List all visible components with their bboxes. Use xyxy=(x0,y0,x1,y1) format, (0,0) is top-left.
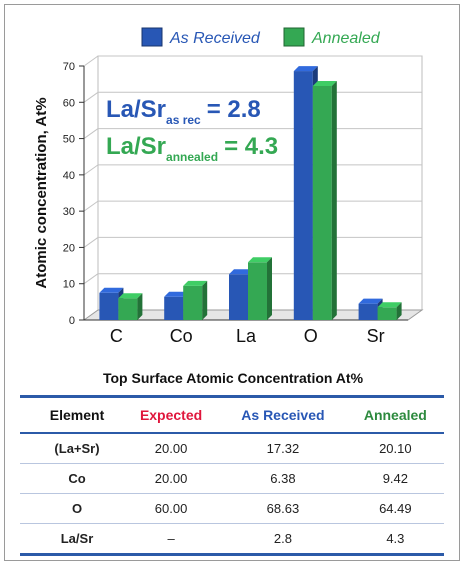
bar-annealed-o-side xyxy=(331,80,337,320)
header-element: Element xyxy=(49,407,105,423)
cell-expected: 20.00 xyxy=(154,441,188,456)
bar-as-received-c-top xyxy=(99,287,124,293)
cell-expected: 60.00 xyxy=(154,501,188,516)
bar-as-received-sr xyxy=(358,303,378,320)
bar-annealed-la-top xyxy=(248,257,272,263)
bar-annealed-co-side xyxy=(202,280,208,320)
y-axis-title: Atomic concentration, At% xyxy=(33,97,50,288)
cell-expected: 20.00 xyxy=(154,471,188,486)
y-tick-label: 20 xyxy=(63,242,75,254)
gridline-diagonal xyxy=(83,91,99,103)
cell-as-received: 17.32 xyxy=(266,441,300,456)
cell-annealed: 64.49 xyxy=(379,501,412,516)
header-annealed: Annealed xyxy=(363,407,427,423)
bar-as-received-o xyxy=(293,71,313,320)
x-tick-label: Sr xyxy=(367,326,385,346)
cell-element: Co xyxy=(68,471,86,486)
bar-annealed-c xyxy=(118,298,138,320)
header-expected: Expected xyxy=(139,407,203,423)
gridline-diagonal xyxy=(83,237,99,248)
x-tick-label: O xyxy=(304,326,318,346)
bar-annealed-la-side xyxy=(267,257,272,320)
gridline-diagonal xyxy=(83,273,99,285)
legend-label: As Received xyxy=(169,30,261,47)
y-tick-label: 30 xyxy=(63,206,75,218)
bar-annealed-o xyxy=(312,85,332,320)
y-tick-label: 50 xyxy=(63,134,75,146)
cell-annealed: 4.3 xyxy=(386,531,405,546)
bar-as-received-c xyxy=(99,292,119,320)
annotation-la-sr-ratio: La/Sras rec = 2.8 xyxy=(106,96,261,127)
gridline-diagonal xyxy=(83,200,99,212)
bar-as-received-o-top xyxy=(293,66,318,72)
x-tick-label: C xyxy=(110,326,123,346)
y-tick-label: 0 xyxy=(69,315,75,327)
concentration-table: Element Expected As Received Annealed (L… xyxy=(20,395,444,556)
y-tick-label: 70 xyxy=(63,61,75,73)
cell-annealed: 20.10 xyxy=(379,441,412,456)
y-tick-label: 40 xyxy=(63,170,75,182)
bar-annealed-sr-top xyxy=(377,302,402,308)
bar-as-received-sr-top xyxy=(358,298,383,304)
gridline-diagonal xyxy=(83,164,99,176)
legend-swatch xyxy=(141,27,163,47)
annotation-la-sr-ratio: La/Srannealed = 4.3 xyxy=(106,133,278,164)
cell-annealed: 9.42 xyxy=(382,471,409,486)
table-row: Co 20.00 6.38 9.42 xyxy=(20,464,444,494)
legend-swatch xyxy=(283,27,305,47)
cell-as-received: 68.63 xyxy=(266,501,300,516)
bar-annealed-o-top xyxy=(312,80,337,86)
bar-annealed-c-top xyxy=(118,293,143,299)
table-row: O 60.00 68.63 64.49 xyxy=(20,494,444,524)
y-tick-label: 10 xyxy=(63,279,75,291)
table-title: Top Surface Atomic Concentration At% xyxy=(102,370,364,386)
bar-annealed-co xyxy=(183,285,203,320)
table-row: (La+Sr) 20.00 17.32 20.10 xyxy=(20,433,444,464)
cell-expected: – xyxy=(167,531,175,546)
bar-annealed-c-side xyxy=(137,293,143,320)
bar-chart: 0 10 20 30 40 50 60 70 Atomic concentration, At%… xyxy=(33,27,424,346)
table-header-row: Element Expected As Received Annealed xyxy=(20,396,444,433)
cell-element: (La+Sr) xyxy=(54,441,100,456)
bar-as-received-la-top xyxy=(229,269,253,275)
x-tick-label: La xyxy=(236,326,257,346)
bar-as-received-la xyxy=(229,274,248,320)
bar-annealed-sr-side xyxy=(396,302,402,320)
cell-as-received: 6.38 xyxy=(270,471,296,486)
x-tick-label: Co xyxy=(170,326,193,346)
cell-element: La/Sr xyxy=(60,531,94,546)
cell-as-received: 2.8 xyxy=(273,531,292,546)
bar-annealed-co-top xyxy=(183,280,208,286)
cell-element: O xyxy=(71,501,83,516)
bar-as-received-co-top xyxy=(164,291,189,297)
gridline-diagonal xyxy=(83,128,99,139)
bar-annealed-sr xyxy=(377,307,397,320)
header-as-received: As Received xyxy=(241,407,325,423)
table-row: La/Sr – 2.8 4.3 xyxy=(20,524,444,555)
y-tick-label: 60 xyxy=(63,97,75,109)
bar-as-received-co xyxy=(164,296,184,320)
legend-label: Annealed xyxy=(311,30,381,47)
bar-annealed-la xyxy=(248,262,267,320)
gridline-diagonal xyxy=(83,55,99,67)
